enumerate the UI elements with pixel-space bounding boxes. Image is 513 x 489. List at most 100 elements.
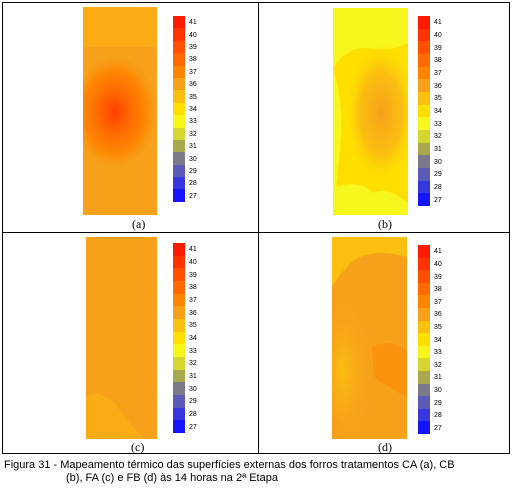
colorbar-segment: [173, 293, 185, 307]
figure-caption: Figura 31 - Mapeamento térmico das super…: [4, 459, 509, 485]
colorbar-segment: [418, 408, 430, 422]
colorbar-segment: [418, 307, 430, 321]
colorbar-tick-label: 36: [189, 309, 197, 317]
colorbar-tick-label: 34: [434, 336, 442, 344]
colorbar-tick-label: 27: [189, 192, 197, 200]
colorbar-segment: [173, 356, 185, 370]
panel-label-c: (c): [131, 440, 145, 454]
colorbar-segment: [173, 394, 185, 408]
thermal-map-a: [83, 7, 157, 215]
colorbar-segment: [418, 257, 430, 271]
colorbar-segment: [173, 177, 185, 190]
colorbar-segment: [418, 167, 430, 181]
colorbar-segment: [418, 282, 430, 296]
colorbar-tick-label: 39: [189, 271, 197, 279]
colorbar-segment: [173, 243, 185, 256]
colorbar-segment: [418, 396, 430, 409]
colorbar-segment: [418, 320, 430, 334]
colorbar-tick-label: 31: [434, 374, 442, 382]
colorbar-tick-label: 29: [434, 399, 442, 407]
colorbar-segment: [173, 40, 185, 54]
colorbar-segment: [173, 331, 185, 345]
colorbar-tick-label: 36: [434, 311, 442, 319]
colorbar-tick-label: 31: [189, 143, 197, 151]
colorbar-tick-label: 28: [189, 180, 197, 188]
colorbar-tick-label: 31: [189, 373, 197, 380]
colorbar-tick-label: 32: [434, 361, 442, 369]
colorbar-segment: [418, 142, 430, 156]
colorbar-tick-label: 30: [434, 158, 442, 166]
colorbar-segment: [418, 155, 430, 168]
colorbar-tick-label: 35: [189, 322, 197, 330]
colorbar-tick-label: 35: [434, 323, 442, 331]
colorbar-segment: [418, 91, 430, 105]
colorbar-tick-label: 40: [189, 31, 197, 39]
colorbar-tick-label: 28: [189, 411, 197, 418]
colorbar-segment: [173, 268, 185, 281]
colorbar-tick-label: 32: [434, 133, 442, 141]
colorbar-segment: [173, 65, 185, 78]
colorbar-tick-label: 34: [189, 335, 197, 342]
colorbar-segment: [418, 333, 430, 346]
colorbar-tick-label: 35: [434, 95, 442, 103]
colorbar-tick-label: 36: [434, 82, 442, 90]
colorbar-segment: [418, 41, 430, 54]
colorbar-tick-label: 39: [434, 44, 442, 52]
colorbar-segment: [173, 369, 185, 383]
colorbar-segment: [173, 318, 185, 332]
colorbar-segment: [173, 152, 185, 165]
colorbar-segment: [173, 90, 185, 103]
colorbar-tick-label: 33: [434, 349, 442, 357]
colorbar-tick-label: 41: [434, 19, 442, 27]
colorbar-tick-label: 37: [189, 68, 197, 76]
colorbar-segment: [418, 79, 430, 92]
colorbar-segment: [418, 104, 430, 118]
colorbar-tick-label: 30: [189, 385, 197, 393]
colorbar-segment: [418, 117, 430, 130]
colorbar-segment: [173, 189, 185, 202]
colorbar-segment: [173, 382, 185, 395]
colorbar-segment: [418, 295, 430, 308]
thermal-map-d: [332, 237, 407, 439]
colorbar-tick-label: 39: [189, 44, 197, 51]
colorbar-segment: [418, 66, 430, 80]
colorbar-tick-label: 29: [434, 171, 442, 179]
colorbar-tick-label: 36: [189, 81, 197, 89]
colorbar-segment: [173, 344, 185, 357]
colorbar-tick-label: 37: [434, 298, 442, 306]
colorbar-segment: [418, 193, 430, 206]
colorbar-segment: [173, 53, 185, 66]
colorbar-tick-label: 40: [434, 260, 442, 268]
colorbar-segment: [173, 28, 185, 41]
caption-line-1: Figura 31 - Mapeamento térmico das super…: [4, 459, 455, 471]
panel-label-b: (b): [378, 217, 392, 231]
thermal-map-c: [86, 237, 157, 439]
colorbar-tick-label: 41: [434, 248, 442, 256]
colorbar-segment: [173, 139, 185, 153]
colorbar-segment: [418, 129, 430, 143]
colorbar-tick-label: 28: [434, 184, 442, 191]
colorbar-tick-label: 41: [189, 19, 197, 27]
colorbar-tick-label: 30: [434, 386, 442, 394]
colorbar-tick-label: 38: [189, 56, 197, 64]
colorbar-segment: [418, 180, 430, 194]
colorbar-tick-label: 31: [434, 146, 442, 153]
colorbar-segment: [418, 16, 430, 29]
colorbar-tick-label: 32: [189, 360, 197, 368]
colorbar-segment: [173, 102, 185, 116]
colorbar-tick-label: 30: [189, 155, 197, 163]
colorbar-tick-label: 37: [189, 297, 197, 304]
colorbar-tick-label: 29: [189, 168, 197, 175]
colorbar-segment: [173, 255, 185, 269]
colorbar-tick-label: 39: [434, 273, 442, 281]
colorbar-segment: [173, 164, 185, 178]
colorbar-tick-label: 37: [434, 70, 442, 77]
colorbar-segment: [418, 245, 430, 258]
colorbar-tick-label: 33: [189, 347, 197, 355]
colorbar-tick-label: 27: [434, 424, 442, 432]
colorbar-segment: [173, 127, 185, 140]
colorbar-tick-label: 38: [189, 284, 197, 292]
colorbar-segment: [418, 370, 430, 384]
colorbar-segment: [173, 115, 185, 128]
colorbar-tick-label: 27: [434, 196, 442, 204]
